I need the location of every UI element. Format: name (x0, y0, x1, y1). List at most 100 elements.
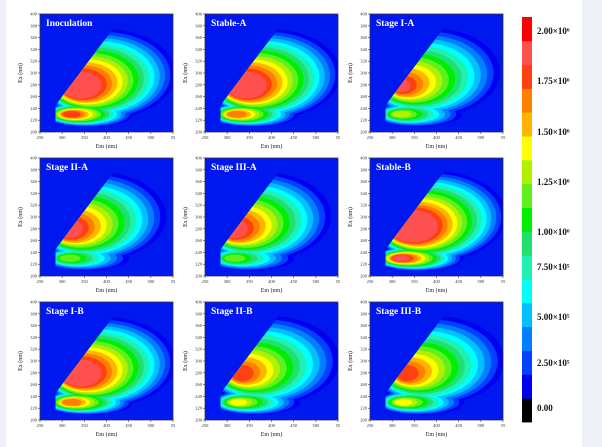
y-tick-label: 220 (30, 262, 38, 267)
x-tick-label: 300 (389, 279, 397, 284)
y-tick-label: 340 (30, 335, 38, 340)
x-tick-label: 400 (268, 423, 276, 428)
contour-level (392, 255, 410, 262)
y-tick-label: 360 (360, 323, 368, 328)
y-tick-label: 240 (30, 394, 38, 399)
y-tick-label: 380 (195, 311, 203, 316)
y-tick-label: 260 (360, 238, 368, 243)
y-tick-label: 220 (360, 118, 368, 123)
colorbar-band (522, 255, 532, 280)
colorbar-band (522, 398, 532, 423)
y-tick-label: 220 (195, 406, 203, 411)
x-tick-label: 350 (246, 279, 254, 284)
y-tick-label: 200 (360, 274, 368, 279)
panel-stage-iii-b: 250 300 350 400 450 500 55 200 220 240 260 280 300 32… (347, 300, 506, 439)
y-tick-label: 280 (195, 226, 203, 231)
y-tick-label: 380 (30, 311, 38, 316)
x-tick-label: 450 (455, 135, 463, 140)
panel-title: Stage II-A (46, 163, 88, 173)
y-tick-label: 200 (195, 274, 203, 279)
x-axis-label: Em (nm) (426, 431, 448, 438)
y-tick-label: 380 (360, 311, 368, 316)
y-tick-label: 400 (30, 12, 38, 17)
y-tick-label: 200 (195, 418, 203, 423)
y-tick-label: 340 (195, 335, 203, 340)
y-tick-label: 280 (30, 82, 38, 87)
x-axis-label: Em (nm) (261, 287, 283, 294)
x-tick-label: 450 (290, 279, 298, 284)
y-tick-label: 200 (360, 418, 368, 423)
x-axis-label: Em (nm) (426, 287, 448, 294)
y-axis-label: Ex (nm) (182, 63, 189, 83)
x-tick-label: 55 (171, 423, 176, 428)
y-tick-label: 360 (195, 179, 203, 184)
colorbar-band (522, 88, 532, 113)
panel-title: Inoculation (46, 19, 93, 29)
x-tick-label: 250 (37, 135, 45, 140)
panel-title: Stable-B (376, 163, 412, 173)
x-tick-label: 300 (389, 135, 397, 140)
colorbar-band (522, 207, 532, 232)
colorbar-band (522, 159, 532, 185)
x-tick-label: 500 (147, 135, 155, 140)
x-tick-label: 250 (367, 279, 375, 284)
y-tick-label: 340 (30, 191, 38, 196)
x-tick-label: 55 (501, 423, 506, 428)
y-tick-label: 220 (30, 118, 38, 123)
y-tick-label: 380 (360, 167, 368, 172)
contour-level (394, 399, 413, 406)
x-tick-label: 450 (125, 279, 133, 284)
x-axis-label: Em (nm) (261, 143, 283, 150)
x-tick-label: 55 (336, 135, 341, 140)
x-axis-label: Em (nm) (96, 287, 118, 294)
x-tick-label: 250 (37, 423, 45, 428)
y-axis-label: Ex (nm) (182, 207, 189, 227)
x-axis-label: Em (nm) (261, 431, 283, 438)
contour-level (62, 111, 81, 118)
panel-title: Stage I-B (46, 307, 84, 317)
contour-level (59, 254, 81, 262)
y-tick-label: 320 (195, 59, 203, 64)
x-tick-label: 350 (411, 423, 419, 428)
x-tick-label: 55 (336, 423, 341, 428)
y-axis-label: Ex (nm) (347, 207, 354, 227)
y-tick-label: 260 (195, 94, 203, 99)
contour-level (224, 254, 246, 262)
y-tick-label: 320 (30, 203, 38, 208)
x-tick-label: 300 (224, 279, 232, 284)
y-tick-label: 400 (360, 156, 368, 161)
x-tick-label: 450 (125, 423, 133, 428)
y-tick-label: 400 (360, 300, 368, 305)
x-tick-label: 55 (171, 279, 176, 284)
x-tick-label: 250 (202, 423, 210, 428)
y-tick-label: 300 (30, 359, 38, 364)
y-tick-label: 260 (195, 238, 203, 243)
y-axis-label: Ex (nm) (17, 63, 24, 83)
y-tick-label: 360 (195, 35, 203, 40)
x-tick-label: 250 (367, 423, 375, 428)
y-tick-label: 380 (360, 23, 368, 28)
x-tick-label: 300 (59, 423, 67, 428)
colorbar-label: 5.00×10⁵ (537, 312, 570, 322)
x-tick-label: 400 (433, 279, 441, 284)
y-axis-label: Ex (nm) (347, 351, 354, 371)
panel-title: Stage III-B (376, 307, 422, 317)
y-tick-label: 220 (195, 262, 203, 267)
y-tick-label: 340 (195, 47, 203, 52)
colorbar-label: 7.50×10⁵ (537, 262, 570, 272)
y-tick-label: 200 (30, 418, 38, 423)
x-tick-label: 350 (81, 423, 89, 428)
panel-title: Stage II-B (211, 307, 253, 317)
x-tick-label: 400 (433, 135, 441, 140)
x-tick-label: 300 (59, 279, 67, 284)
y-tick-label: 340 (360, 191, 368, 196)
y-tick-label: 340 (360, 47, 368, 52)
x-tick-label: 350 (81, 279, 89, 284)
x-tick-label: 250 (367, 135, 375, 140)
x-tick-label: 250 (202, 279, 210, 284)
colorbar-band (522, 64, 532, 89)
y-tick-label: 260 (30, 238, 38, 243)
colorbar-band (522, 183, 532, 208)
x-tick-label: 500 (312, 423, 320, 428)
